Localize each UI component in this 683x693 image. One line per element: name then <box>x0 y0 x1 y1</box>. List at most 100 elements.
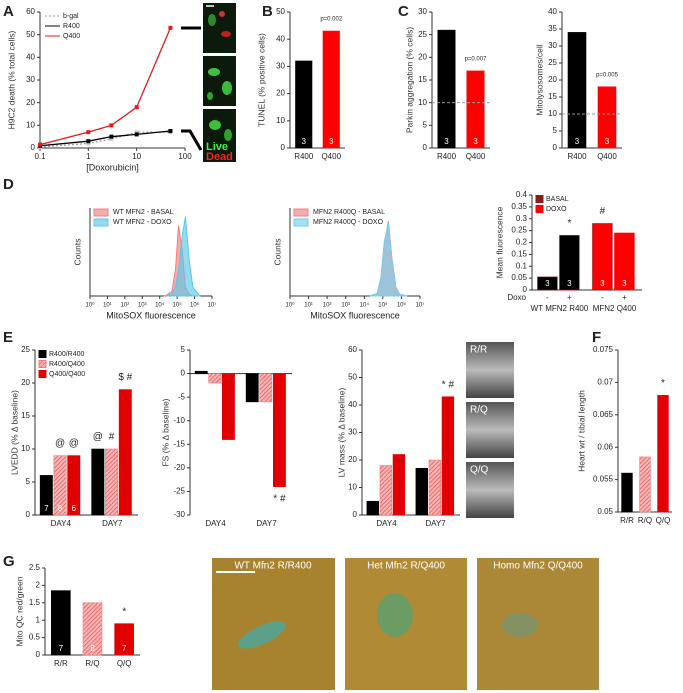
y-tick-label: 40 <box>26 52 35 61</box>
image-caption: Het Mfn2 R/Q400 <box>367 561 445 572</box>
n-label: 3 <box>545 279 550 288</box>
n-label: 3 <box>473 137 478 146</box>
legend-label: Q400/Q400 <box>49 371 85 378</box>
y-tick-label: -25 <box>173 487 185 496</box>
y-tick-label: 15 <box>21 411 30 420</box>
bar <box>272 373 286 488</box>
y-axis-label: H9C2 death (% total cells) <box>6 30 16 129</box>
panel-letter: B <box>262 3 273 20</box>
y-tick-label: 30 <box>548 41 557 50</box>
image-caption: WT Mfn2 R/R400 <box>234 561 311 572</box>
y-tick-label: 0.05 <box>597 507 613 516</box>
x-tick-label: R/Q <box>638 516 652 525</box>
x-tick-label: 10² <box>121 303 130 309</box>
bar <box>208 373 222 384</box>
legend-swatch <box>293 218 309 227</box>
panel-letter: A <box>3 3 14 20</box>
y-tick-label: 5 <box>26 477 31 486</box>
x-tick-label: 10¹ <box>103 303 112 309</box>
y-tick-label: 60 <box>348 345 357 354</box>
annotation: # <box>600 206 606 217</box>
n-label: 3 <box>567 279 572 288</box>
bar <box>537 276 558 291</box>
histogram-area <box>369 222 408 297</box>
y-tick-label: 0 <box>31 143 36 152</box>
n-label: 8 <box>58 504 63 513</box>
annotation: * # <box>273 493 286 504</box>
y-axis-label: FS (% Δ baseline) <box>160 398 170 466</box>
image-label: Live <box>206 141 228 153</box>
x-tick-label: 10 <box>132 152 141 161</box>
bar <box>597 86 617 149</box>
y-tick-label: 30 <box>276 62 285 71</box>
y-tick-label: 40 <box>276 34 285 43</box>
y-tick-label: 25 <box>21 345 30 354</box>
y-tick-label: 10 <box>276 116 285 125</box>
panel-letter: C <box>398 3 409 20</box>
annotation: @ <box>69 438 79 449</box>
y-tick-label: 10 <box>548 109 557 118</box>
y-tick-label: 20 <box>548 75 557 84</box>
y-tick-label: 0 <box>423 143 428 152</box>
y-tick-label: 35 <box>548 24 557 33</box>
bar <box>295 60 313 149</box>
x-axis-label: MitoSOX fluorescence <box>106 310 196 320</box>
x-tick-label: 10¹ <box>304 303 313 309</box>
y-axis-label: Counts <box>272 239 282 266</box>
y-tick-label: 0 <box>353 510 358 519</box>
y-tick-label: 15 <box>418 75 427 84</box>
x-tick-label: 10³ <box>341 303 350 309</box>
image-label: Dead <box>206 151 233 163</box>
x-tick-label: Q400 <box>466 152 486 161</box>
micrographs: Live Dead <box>181 3 236 163</box>
bar <box>392 454 406 516</box>
x-tick-label: R/Q <box>85 659 99 668</box>
legend-swatch <box>38 370 47 378</box>
n-label: 3 <box>444 137 449 146</box>
bar <box>437 29 456 149</box>
y-axis-label: TUNEL (% positive cells) <box>256 33 266 127</box>
n-label: 3 <box>329 137 334 146</box>
bar <box>614 232 635 291</box>
y-tick-label: 0.5 <box>29 633 41 642</box>
y-tick-label: 25 <box>418 30 427 39</box>
y-tick-label: 0.1 <box>516 261 528 270</box>
bar <box>559 235 580 291</box>
marker <box>134 132 139 137</box>
legend-swatch <box>93 218 109 227</box>
y-tick-label: 10 <box>26 120 35 129</box>
n-label: 8 <box>90 644 95 653</box>
y-tick-label: -30 <box>173 510 185 519</box>
marker <box>168 25 173 30</box>
x-sublabel: - <box>601 293 604 302</box>
y-axis-label: Mito QC red/green <box>14 576 24 646</box>
y-tick-label: 10 <box>418 98 427 107</box>
bar <box>567 32 587 149</box>
legend-swatch <box>93 208 109 217</box>
x-axis-label: [Doxorubicin] <box>86 162 139 172</box>
x-tick-label: 10⁰ <box>85 302 95 309</box>
marker <box>109 136 114 141</box>
y-tick-label: 0 <box>181 369 186 378</box>
x-tick-label: 10⁷ <box>416 302 425 309</box>
n-label: 3 <box>575 137 580 146</box>
panel-letter: F <box>592 329 601 346</box>
legend-swatch <box>535 195 544 203</box>
x-sublabel: + <box>622 293 627 302</box>
y-tick-label: 50 <box>276 7 285 16</box>
bar <box>91 448 105 516</box>
x-tick-label: 0.1 <box>34 152 46 161</box>
legend-label: MFN2 R400Q - BASAL <box>313 209 385 216</box>
annotation: * # <box>442 379 455 390</box>
y-tick-label: 5 <box>423 120 428 129</box>
marker <box>109 123 114 128</box>
y-tick-label: 2.5 <box>29 563 41 572</box>
marker <box>38 142 42 147</box>
x-tick-label: 10⁶ <box>397 302 407 309</box>
y-axis-label: LVEDD (% Δ baseline) <box>9 390 19 475</box>
x-tick-label: MFN2 Q400 <box>593 304 637 313</box>
x-tick-label: Q/Q <box>656 516 671 525</box>
image-label: R/Q <box>470 405 488 416</box>
